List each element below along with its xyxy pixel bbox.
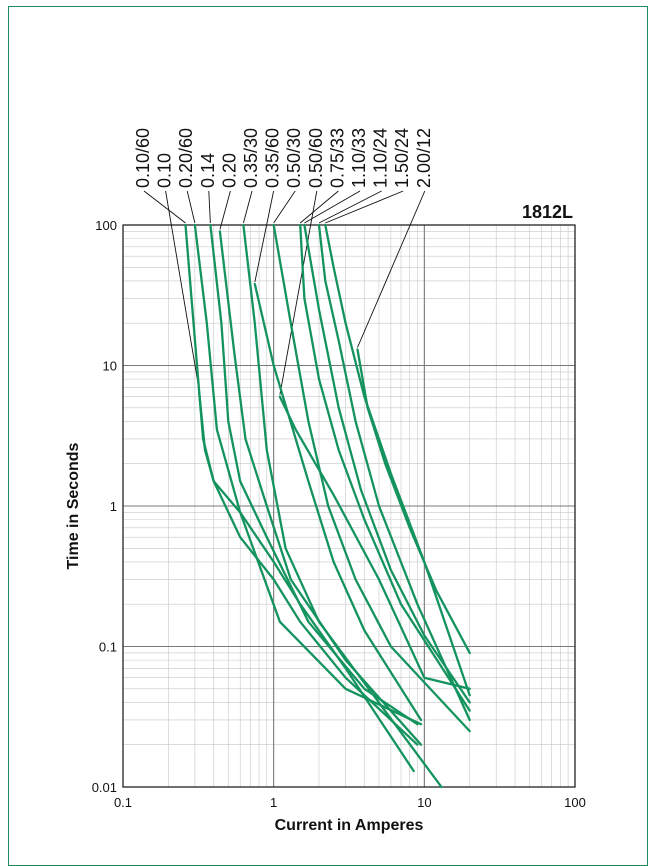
leader-line [208, 190, 211, 224]
fuse-curve [209, 223, 419, 726]
y-tick-label: 10 [103, 359, 117, 374]
leader-line [279, 190, 318, 395]
fuse-curve [242, 223, 443, 789]
curve-label: 0.20/60 [176, 128, 196, 188]
fuse-curve [184, 223, 419, 746]
curve-label: 0.10/60 [133, 128, 153, 188]
x-tick-label: 10 [417, 795, 431, 810]
curve-labels: 0.10/60 0.10 0.20/60 0.14 0.20 0.35/30 0.35/60… [133, 128, 434, 188]
y-tick-label: 1 [110, 499, 117, 514]
curve-label: 0.35/60 [263, 128, 283, 188]
curve-label: 0.50/30 [284, 128, 304, 188]
x-tick-label: 100 [564, 795, 586, 810]
chart-title: 1812L [522, 202, 573, 222]
y-tick-label: 0.1 [99, 640, 117, 655]
fuse-curve [278, 395, 471, 690]
fuse-curve [317, 223, 471, 722]
leader-line [325, 190, 404, 224]
leader-line [165, 190, 200, 390]
fuse-curve [299, 223, 471, 712]
leader-line [273, 190, 296, 224]
fuse-curve [218, 230, 423, 746]
curve-label: 1.50/24 [392, 128, 412, 188]
y-tick-label: 100 [95, 218, 117, 233]
fuse-curves [184, 223, 471, 789]
y-axis-label: Time in Seconds [65, 442, 82, 569]
leader-line [219, 190, 231, 230]
x-axis-label: Current in Amperes [275, 817, 424, 834]
curve-label: 2.00/12 [414, 128, 434, 188]
leader-line [143, 190, 186, 224]
curve-label: 0.10 [155, 153, 175, 188]
fuse-curve [193, 223, 423, 726]
curve-label: 0.35/30 [241, 128, 261, 188]
fuse-curve [272, 223, 471, 733]
leader-line [242, 190, 253, 224]
x-tick-label: 0.1 [114, 795, 132, 810]
leader-line [318, 190, 382, 224]
fuse-curve [253, 282, 423, 722]
x-tick-label: 1 [270, 795, 277, 810]
curve-label: 0.14 [198, 153, 218, 188]
plot-border [122, 224, 576, 788]
curve-label: 1.10/33 [349, 128, 369, 188]
leader-line [299, 190, 339, 224]
curve-label: 0.50/60 [306, 128, 326, 188]
fuse-curve [356, 348, 471, 655]
curve-label: 0.75/33 [327, 128, 347, 188]
fuse-curve [303, 223, 471, 704]
leader-line [254, 190, 275, 283]
fuse-curve [324, 223, 471, 697]
y-tick-label: 0.01 [92, 780, 117, 795]
leader-line [304, 190, 361, 224]
curve-label: 1.10/24 [371, 128, 391, 188]
leader-line [357, 190, 426, 348]
leader-line [186, 190, 196, 224]
curve-label: 0.20 [219, 153, 239, 188]
label-leader-lines [143, 190, 426, 395]
